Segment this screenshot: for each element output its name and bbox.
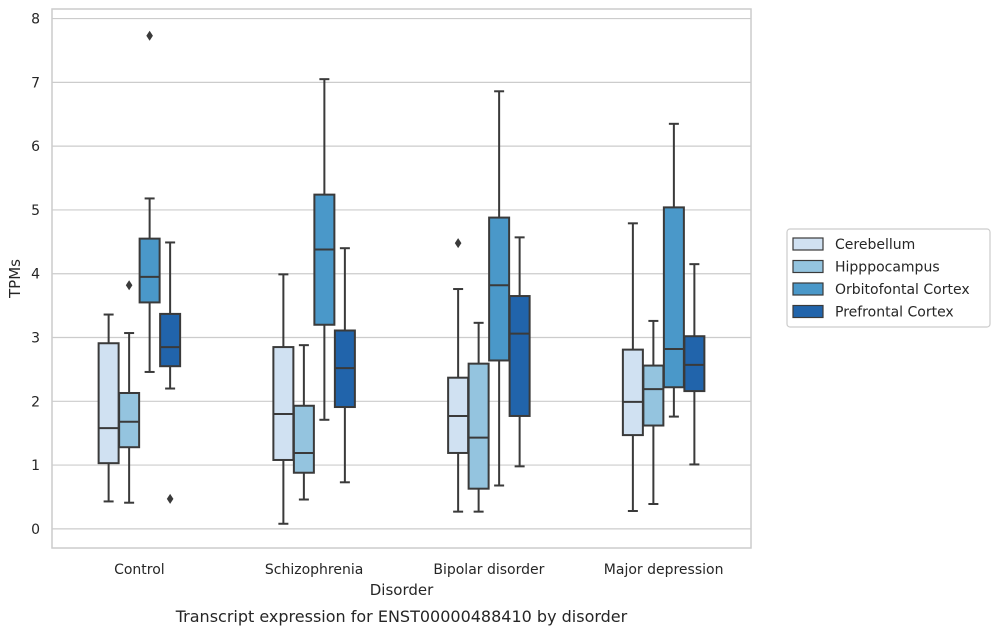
iqr-box bbox=[508, 295, 531, 417]
iqr-box bbox=[97, 342, 120, 465]
outlier-point bbox=[146, 30, 153, 41]
box-hipppocampus bbox=[118, 280, 141, 504]
iqr-box bbox=[313, 193, 336, 326]
x-tick-label: Control bbox=[114, 562, 165, 578]
legend-label: Hipppocampus bbox=[835, 260, 940, 276]
legend-frame bbox=[786, 228, 991, 328]
x-tick-label: Major depression bbox=[604, 562, 724, 578]
y-tick-label: 4 bbox=[31, 267, 40, 283]
y-tick-label: 1 bbox=[31, 458, 40, 474]
boxes bbox=[97, 30, 706, 525]
legend-swatch bbox=[792, 282, 824, 296]
legend-swatch bbox=[792, 304, 824, 319]
y-tick-label: 3 bbox=[31, 331, 40, 347]
box-orbitofontal-cortex bbox=[488, 90, 511, 487]
y-tick-label: 5 bbox=[31, 203, 40, 219]
box-hipppocampus bbox=[467, 321, 490, 513]
box-orbitofontal-cortex bbox=[313, 78, 336, 421]
iqr-box bbox=[467, 362, 490, 490]
y-tick-labels: 0 1 2 3 4 5 6 7 8 bbox=[31, 12, 40, 538]
iqr-box bbox=[292, 404, 315, 474]
y-tick-label: 2 bbox=[31, 394, 40, 410]
iqr-box bbox=[662, 206, 685, 389]
box-orbitofontal-cortex bbox=[138, 30, 161, 373]
box-cerebellum bbox=[621, 222, 644, 513]
box-cerebellum bbox=[447, 238, 470, 513]
plot-frame bbox=[51, 8, 752, 549]
box-prefrontal-cortex bbox=[683, 263, 706, 466]
iqr-box bbox=[621, 348, 644, 437]
box-hipppocampus bbox=[292, 344, 315, 501]
x-tick-labels: Control Schizophrenia Bipolar disorder Majo… bbox=[114, 562, 723, 578]
iqr-box bbox=[683, 335, 706, 393]
legend-label: Cerebellum bbox=[835, 237, 915, 253]
legend: Cerebellum Hipppocampus Orbitofontal Corte… bbox=[786, 228, 991, 328]
box-prefrontal-cortex bbox=[333, 247, 356, 484]
legend-label: Prefrontal Cortex bbox=[835, 305, 954, 321]
iqr-box bbox=[272, 346, 295, 461]
x-tick-label: Schizophrenia bbox=[265, 562, 363, 578]
outlier-point bbox=[125, 280, 133, 291]
y-axis-label: TPMs bbox=[6, 259, 24, 299]
box-hipppocampus bbox=[642, 319, 665, 505]
legend-swatch bbox=[792, 237, 824, 251]
box-prefrontal-cortex bbox=[508, 236, 531, 468]
iqr-box bbox=[488, 216, 511, 362]
box-cerebellum bbox=[272, 273, 295, 525]
y-tick-label: 8 bbox=[31, 12, 40, 28]
y-tick-label: 6 bbox=[31, 139, 40, 155]
legend-swatch bbox=[792, 259, 824, 274]
box-cerebellum bbox=[97, 313, 120, 503]
iqr-box bbox=[138, 237, 161, 304]
outlier-point bbox=[166, 493, 174, 504]
box-orbitofontal-cortex bbox=[662, 122, 685, 418]
box-prefrontal-cortex bbox=[159, 241, 182, 504]
iqr-box bbox=[118, 391, 141, 449]
y-tick-label: 7 bbox=[31, 75, 40, 91]
legend-label: Orbitofontal Cortex bbox=[835, 282, 970, 298]
y-tick-label: 0 bbox=[31, 522, 40, 538]
x-axis-label: Disorder bbox=[370, 581, 434, 599]
x-tick-label: Bipolar disorder bbox=[433, 562, 544, 578]
chart-caption: Transcript expression for ENST0000048841… bbox=[175, 607, 628, 626]
outlier-point bbox=[454, 238, 462, 249]
iqr-box bbox=[642, 364, 665, 427]
iqr-box bbox=[159, 312, 182, 368]
